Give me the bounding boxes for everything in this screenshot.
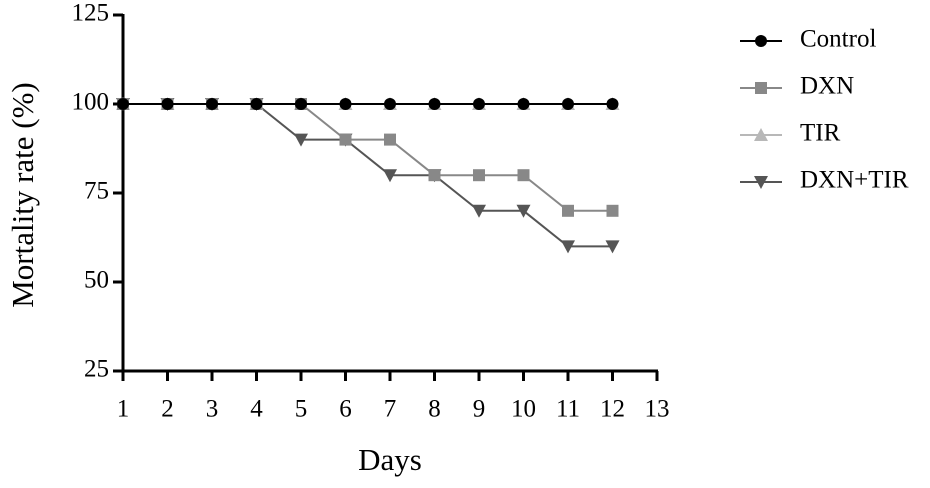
data-point xyxy=(516,204,531,218)
data-point xyxy=(606,204,619,217)
data-point xyxy=(517,169,530,182)
legend-marker xyxy=(755,82,767,94)
y-tick-label: 125 xyxy=(72,0,110,27)
x-tick-label: 4 xyxy=(250,396,263,423)
data-point xyxy=(339,133,352,146)
data-point xyxy=(473,169,485,182)
y-tick-label: 25 xyxy=(84,356,109,383)
data-point xyxy=(339,98,352,110)
data-point xyxy=(428,169,441,182)
data-point xyxy=(295,98,307,110)
data-point xyxy=(606,98,619,110)
data-point xyxy=(384,98,396,110)
x-tick-label: 13 xyxy=(645,396,670,423)
legend-marker xyxy=(754,176,768,189)
y-tick-label: 75 xyxy=(84,178,109,205)
data-point xyxy=(472,204,486,218)
x-tick-label: 1 xyxy=(117,396,130,423)
data-point xyxy=(561,240,575,254)
legend-label: TIR xyxy=(800,120,841,147)
data-point xyxy=(605,240,620,254)
x-tick-label: 9 xyxy=(473,396,486,423)
legend-label: DXN+TIR xyxy=(800,167,909,194)
data-point xyxy=(562,204,574,217)
data-point xyxy=(250,98,263,110)
legend-label: Control xyxy=(800,26,876,53)
data-point xyxy=(473,98,485,110)
x-axis-title: Days xyxy=(358,442,422,477)
data-point xyxy=(161,98,174,110)
data-point xyxy=(117,98,129,110)
y-tick-label: 100 xyxy=(72,89,110,116)
data-point xyxy=(562,98,574,110)
data-point xyxy=(294,133,308,147)
x-tick-label: 3 xyxy=(206,396,219,423)
series-line xyxy=(123,103,613,248)
y-axis-title: Mortality rate (%) xyxy=(5,82,40,308)
x-tick-label: 5 xyxy=(295,396,308,423)
data-point xyxy=(517,98,530,110)
legend-marker xyxy=(755,35,767,47)
x-tick-label: 10 xyxy=(511,396,536,423)
x-tick-label: 11 xyxy=(556,396,580,423)
data-point xyxy=(384,133,396,146)
data-point xyxy=(428,98,441,110)
x-tick-label: 2 xyxy=(161,396,174,423)
legend-label: DXN xyxy=(800,73,854,100)
x-tick-label: 7 xyxy=(384,396,397,423)
legend-marker xyxy=(754,128,768,141)
x-tick-label: 6 xyxy=(339,396,352,423)
data-point xyxy=(206,98,218,110)
data-point xyxy=(383,169,397,183)
y-tick-label: 50 xyxy=(84,267,109,294)
x-tick-label: 12 xyxy=(600,396,625,423)
x-tick-label: 8 xyxy=(428,396,441,423)
